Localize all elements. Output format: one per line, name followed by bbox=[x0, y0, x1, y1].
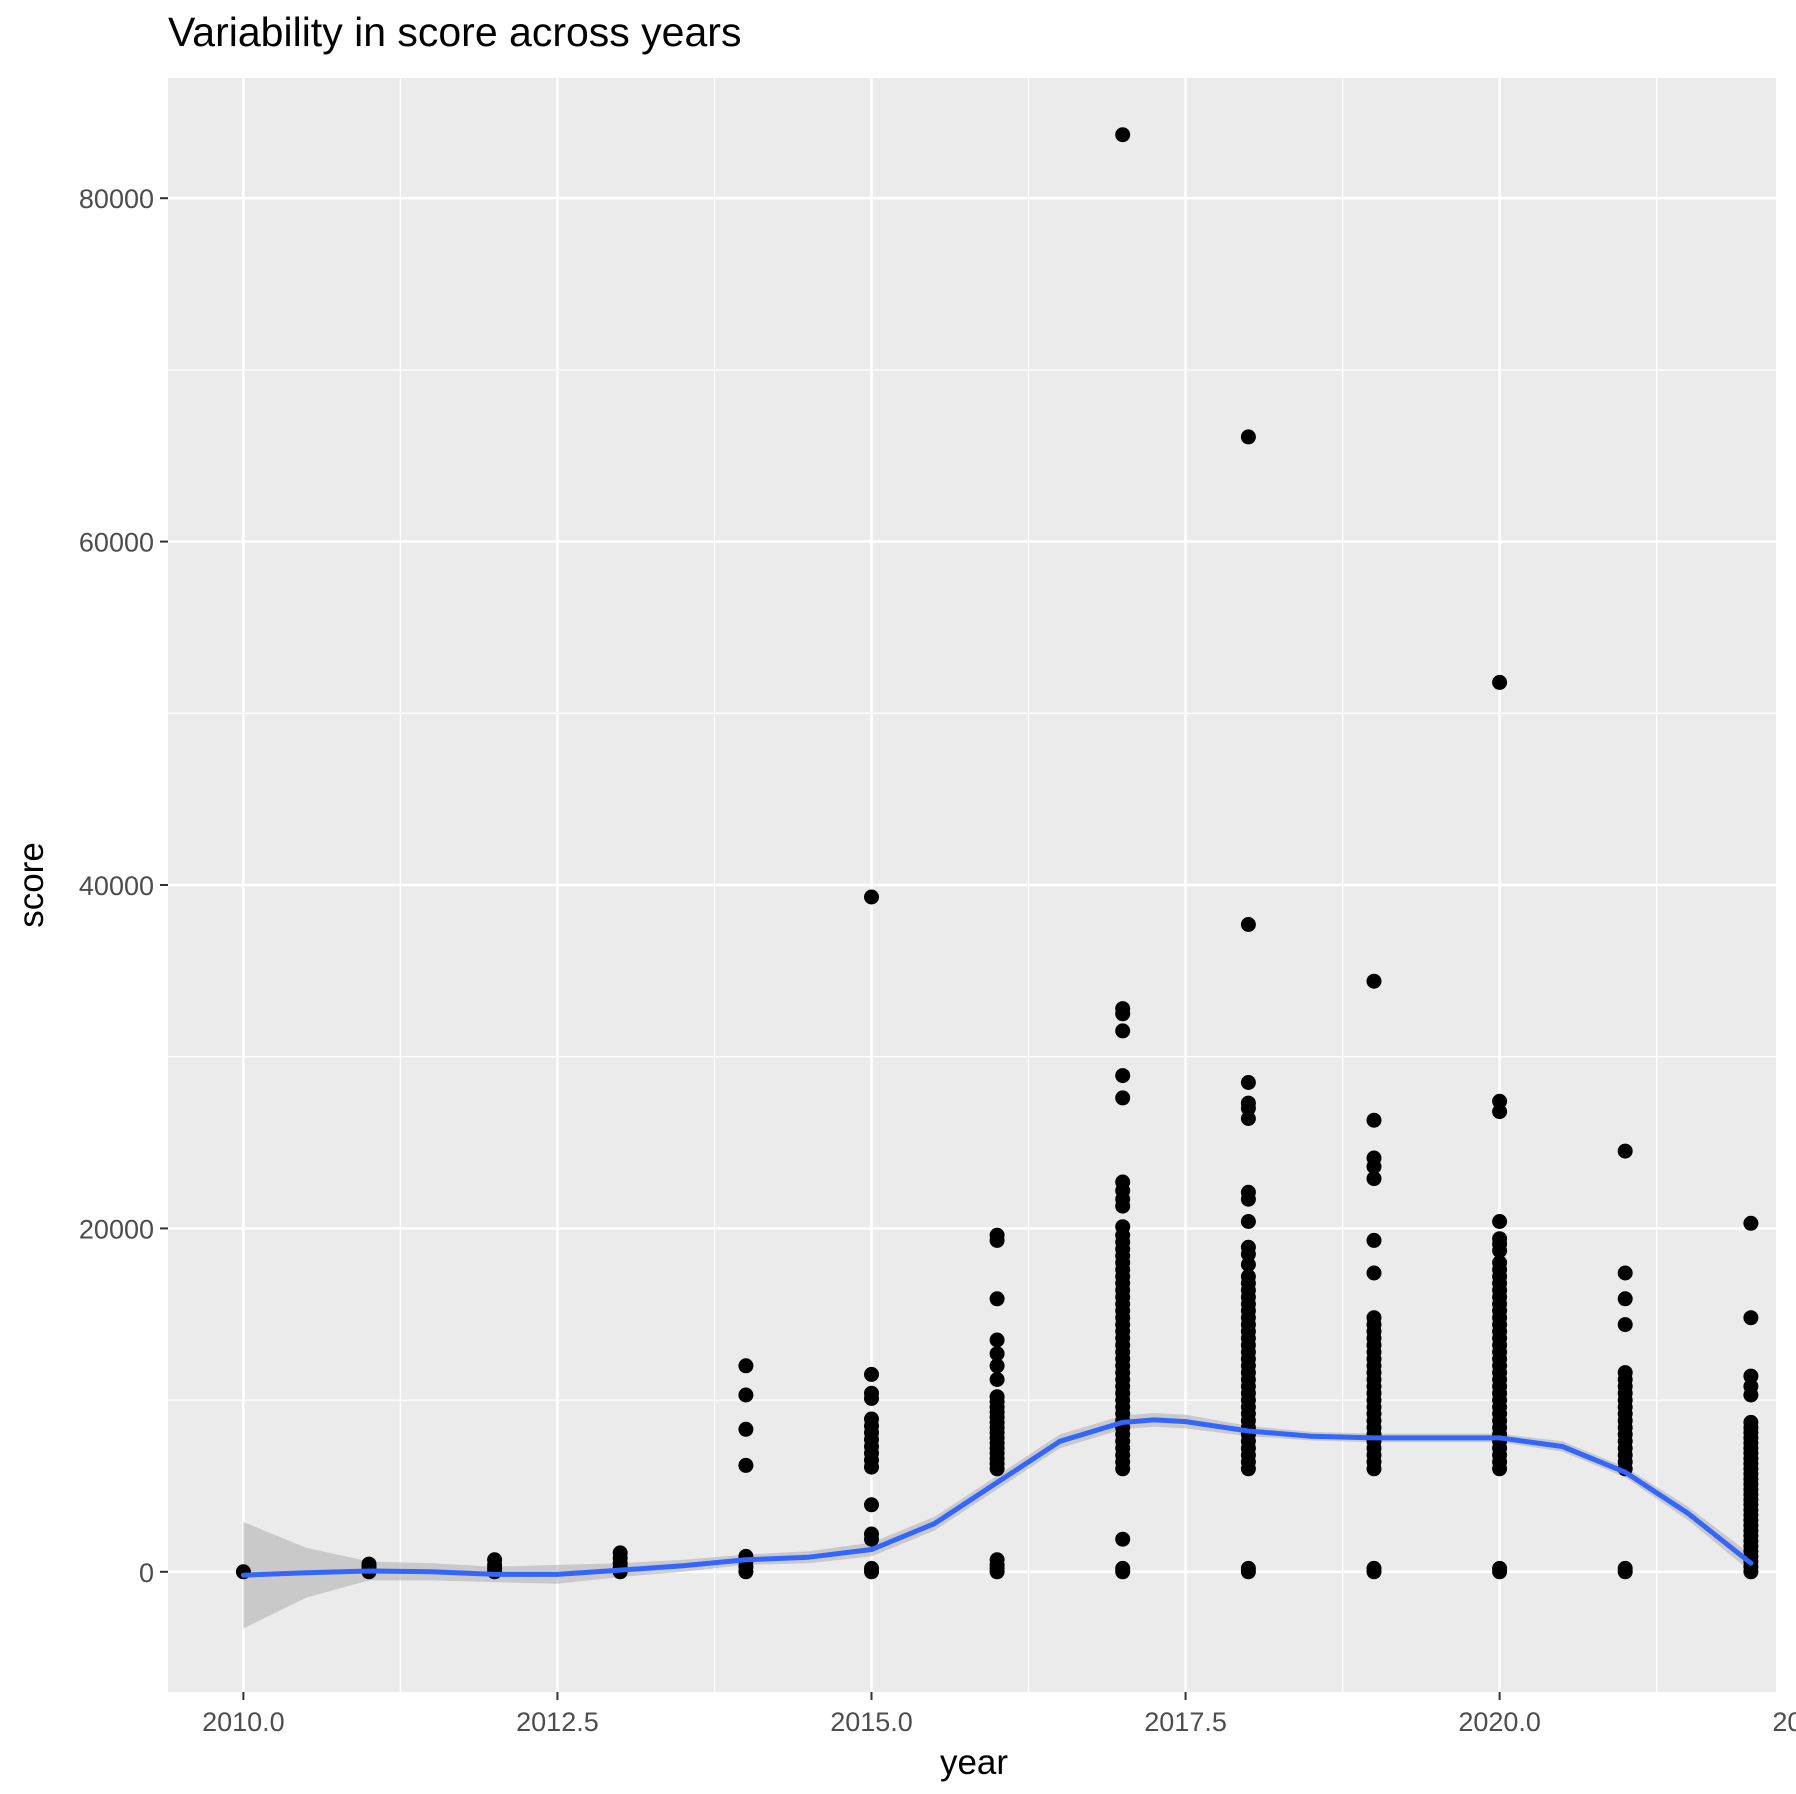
data-point bbox=[1492, 674, 1508, 690]
data-point bbox=[1240, 1239, 1256, 1255]
x-tick-label: 2012.5 bbox=[516, 1707, 599, 1737]
x-tick-label: 2022.5 bbox=[1772, 1707, 1796, 1737]
data-point bbox=[864, 889, 879, 905]
data-point bbox=[1617, 1317, 1633, 1333]
data-point bbox=[361, 1556, 377, 1572]
chart-title: Variability in score across years bbox=[168, 9, 741, 55]
data-point bbox=[1617, 1143, 1633, 1159]
data-point bbox=[1240, 1075, 1256, 1090]
data-point bbox=[738, 1387, 754, 1403]
data-point bbox=[1492, 1093, 1508, 1109]
data-point bbox=[1492, 1255, 1508, 1271]
x-tick-label: 2010.0 bbox=[202, 1707, 285, 1737]
data-point bbox=[1240, 917, 1256, 932]
data-point bbox=[864, 1385, 879, 1401]
data-point bbox=[1240, 1214, 1256, 1229]
x-tick-label: 2015.0 bbox=[830, 1707, 913, 1737]
data-point bbox=[1240, 1257, 1256, 1272]
data-point bbox=[1743, 1310, 1759, 1326]
data-point bbox=[864, 1366, 879, 1382]
data-point bbox=[1617, 1291, 1633, 1307]
data-point bbox=[989, 1389, 1005, 1405]
data-point bbox=[1115, 1560, 1131, 1576]
data-point bbox=[1743, 1215, 1759, 1231]
data-point bbox=[989, 1372, 1005, 1387]
data-point bbox=[864, 1411, 879, 1427]
data-point bbox=[1115, 1001, 1131, 1017]
data-point bbox=[1366, 1560, 1382, 1576]
data-point bbox=[864, 1526, 879, 1542]
data-point bbox=[1366, 1310, 1382, 1326]
x-axis-title: year bbox=[940, 1743, 1008, 1782]
data-point bbox=[1115, 1531, 1131, 1547]
data-point bbox=[1366, 973, 1382, 989]
data-point bbox=[1492, 1560, 1508, 1576]
data-point bbox=[989, 1346, 1005, 1362]
y-tick-label: 80000 bbox=[79, 184, 154, 214]
data-point bbox=[989, 1358, 1005, 1374]
data-point bbox=[612, 1545, 628, 1561]
data-point bbox=[1617, 1365, 1633, 1381]
data-point bbox=[1492, 1231, 1508, 1247]
data-point bbox=[1240, 1269, 1256, 1284]
data-point bbox=[1366, 1232, 1382, 1248]
data-point bbox=[1115, 127, 1131, 143]
data-point bbox=[1115, 1023, 1131, 1039]
y-axis-title: score bbox=[12, 842, 51, 928]
y-tick-label: 60000 bbox=[79, 528, 154, 558]
data-point bbox=[487, 1552, 503, 1568]
y-tick-label: 0 bbox=[139, 1558, 154, 1588]
data-point bbox=[1366, 1150, 1382, 1166]
data-point bbox=[1743, 1414, 1759, 1430]
smooth-line-layer bbox=[240, 1417, 1754, 1578]
data-point bbox=[1492, 1104, 1508, 1120]
data-point bbox=[1115, 1174, 1131, 1190]
data-point bbox=[1743, 1378, 1759, 1394]
data-point bbox=[1240, 1560, 1256, 1576]
data-point bbox=[1617, 1560, 1633, 1576]
data-point bbox=[1115, 1068, 1131, 1084]
data-point bbox=[989, 1291, 1005, 1307]
data-point bbox=[738, 1358, 754, 1374]
data-point bbox=[738, 1421, 754, 1437]
data-point bbox=[989, 1552, 1005, 1568]
data-point bbox=[738, 1457, 754, 1473]
data-point bbox=[864, 1497, 879, 1513]
data-point bbox=[1743, 1368, 1759, 1384]
major-gridlines bbox=[168, 78, 1776, 1692]
data-point bbox=[989, 1227, 1005, 1243]
y-tick-label: 40000 bbox=[79, 871, 154, 901]
data-point bbox=[989, 1332, 1005, 1348]
data-point bbox=[1366, 1265, 1382, 1281]
data-point bbox=[1115, 1219, 1131, 1235]
smooth-trend-line bbox=[240, 1417, 1754, 1578]
data-point bbox=[1366, 1171, 1382, 1187]
y-tick-label: 20000 bbox=[79, 1214, 154, 1244]
x-tick-label: 2020.0 bbox=[1458, 1707, 1541, 1737]
data-point bbox=[1366, 1112, 1382, 1128]
y-tick-labels: 0 20000 40000 60000 80000 bbox=[79, 184, 154, 1588]
data-point bbox=[1240, 1095, 1256, 1111]
data-point bbox=[1115, 1090, 1131, 1106]
x-tick-labels: 2010.0 2012.5 2015.0 2017.5 2020.0 2022.5 bbox=[202, 1707, 1796, 1737]
axis-ticks bbox=[160, 197, 1501, 1700]
data-point bbox=[1240, 429, 1256, 445]
x-tick-label: 2017.5 bbox=[1144, 1707, 1227, 1737]
data-point bbox=[1617, 1265, 1633, 1281]
data-point bbox=[1240, 1184, 1256, 1200]
data-point bbox=[1240, 1111, 1256, 1126]
data-point bbox=[864, 1560, 879, 1576]
data-point bbox=[1492, 1214, 1508, 1229]
